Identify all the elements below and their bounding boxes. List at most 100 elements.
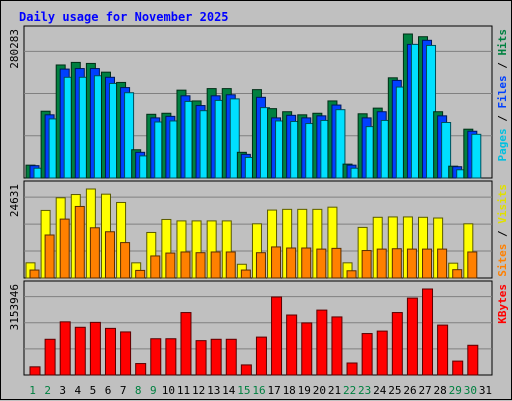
- bar-kbytes-day-3: [59, 321, 71, 376]
- bar-kbytes-day-17: [271, 296, 283, 376]
- bar-sites-day-22: [346, 270, 357, 279]
- x-tick-label-day-17: 17: [267, 384, 280, 397]
- bar-pages-day-28: [441, 122, 452, 179]
- bar-sites-day-15: [240, 269, 251, 279]
- x-tick-label-day-15: 15: [237, 384, 250, 397]
- bar-sites-day-3: [59, 218, 70, 279]
- x-tick-label-day-22: 22: [343, 384, 356, 397]
- x-tick-label-day-12: 12: [192, 384, 205, 397]
- bar-sites-day-1: [29, 269, 40, 279]
- bar-kbytes-day-18: [286, 314, 298, 376]
- bar-kbytes-day-24: [376, 330, 388, 376]
- bar-sites-day-18: [286, 247, 297, 279]
- bar-sites-day-28: [437, 248, 448, 279]
- bar-sites-day-2: [44, 234, 55, 279]
- bar-sites-day-19: [301, 247, 312, 279]
- bar-sites-day-5: [89, 227, 100, 279]
- bar-sites-day-7: [120, 242, 131, 279]
- y-max-label-hits: 280283: [8, 29, 21, 69]
- bar-pages-day-7: [124, 92, 135, 179]
- bar-sites-day-25: [391, 248, 402, 279]
- bar-sites-day-21: [331, 247, 342, 279]
- bar-kbytes-day-1: [29, 366, 41, 376]
- x-tick-label-day-16: 16: [252, 384, 265, 397]
- bar-sites-day-23: [361, 250, 372, 279]
- legend-kbytes: KBytes: [496, 284, 509, 324]
- bar-kbytes-day-19: [301, 322, 313, 376]
- bar-kbytes-day-5: [89, 321, 101, 376]
- x-tick-label-day-6: 6: [105, 384, 112, 397]
- bar-sites-day-10: [165, 252, 176, 279]
- bar-kbytes-day-4: [74, 326, 86, 376]
- legend-visits: Sites / Visits: [496, 184, 509, 277]
- bar-kbytes-day-12: [195, 340, 207, 376]
- bar-sites-day-13: [210, 251, 221, 279]
- bar-kbytes-day-16: [255, 336, 267, 376]
- bar-kbytes-day-14: [225, 338, 237, 376]
- bar-kbytes-day-20: [316, 309, 328, 376]
- x-tick-label-day-20: 20: [313, 384, 326, 397]
- x-tick-label-day-4: 4: [75, 384, 82, 397]
- legend-entry: Files: [496, 75, 509, 108]
- bar-kbytes-day-21: [331, 316, 343, 376]
- bar-kbytes-day-6: [104, 327, 116, 376]
- bar-sites-day-11: [180, 251, 191, 279]
- legend-entry: Visits: [496, 184, 509, 224]
- bar-kbytes-day-9: [150, 338, 162, 376]
- bar-kbytes-day-2: [44, 338, 56, 376]
- bar-sites-day-8: [135, 269, 146, 279]
- legend-entry: /: [496, 109, 509, 129]
- x-tick-label-day-28: 28: [434, 384, 447, 397]
- x-tick-label-day-10: 10: [162, 384, 175, 397]
- bar-sites-day-30: [467, 251, 478, 279]
- x-tick-label-day-9: 9: [150, 384, 157, 397]
- x-tick-label-day-30: 30: [464, 384, 477, 397]
- bar-sites-day-17: [271, 246, 282, 279]
- bar-sites-day-16: [255, 252, 266, 279]
- bar-kbytes-day-10: [165, 338, 177, 376]
- bar-sites-day-4: [74, 205, 85, 279]
- bar-sites-day-24: [376, 248, 387, 279]
- bar-kbytes-day-29: [452, 360, 464, 376]
- x-tick-label-day-29: 29: [449, 384, 462, 397]
- legend-entry: Hits: [496, 29, 509, 56]
- bar-pages-day-21: [335, 109, 346, 179]
- x-tick-label-day-27: 27: [418, 384, 431, 397]
- bar-kbytes-day-25: [391, 312, 403, 376]
- bar-kbytes-day-15: [240, 364, 252, 376]
- x-tick-label-day-23: 23: [358, 384, 371, 397]
- bar-kbytes-day-8: [135, 363, 147, 376]
- legend-entry: /: [496, 56, 509, 76]
- x-tick-label-day-24: 24: [373, 384, 387, 397]
- bar-sites-day-27: [422, 248, 433, 279]
- y-max-label-kbytes: 3153946: [8, 284, 21, 330]
- legend-entry: KBytes: [496, 284, 509, 324]
- x-tick-label-day-31: 31: [479, 384, 492, 397]
- bar-kbytes-day-11: [180, 312, 192, 376]
- x-tick-label-day-19: 19: [298, 384, 311, 397]
- x-tick-label-day-18: 18: [283, 384, 296, 397]
- bar-kbytes-day-28: [437, 324, 449, 376]
- bar-sites-day-26: [406, 248, 417, 279]
- x-tick-label-day-21: 21: [328, 384, 341, 397]
- x-tick-label-day-5: 5: [90, 384, 97, 397]
- bar-sites-day-14: [225, 251, 236, 279]
- legend-entry: Sites: [496, 244, 509, 277]
- bar-sites-day-29: [452, 269, 463, 279]
- x-tick-label-day-2: 2: [44, 384, 51, 397]
- bar-pages-day-30: [471, 133, 482, 179]
- bar-sites-day-20: [316, 248, 327, 279]
- bar-kbytes-day-23: [361, 333, 373, 376]
- y-max-label-visits: 24631: [8, 184, 21, 217]
- legend-entry: Pages: [496, 128, 509, 161]
- bar-sites-day-12: [195, 252, 206, 279]
- x-tick-label-day-11: 11: [177, 384, 190, 397]
- bar-kbytes-day-30: [467, 344, 479, 376]
- x-tick-label-day-25: 25: [388, 384, 401, 397]
- bar-sites-day-6: [104, 231, 115, 279]
- bar-kbytes-day-13: [210, 338, 222, 376]
- bar-kbytes-day-22: [346, 362, 358, 376]
- bar-sites-day-9: [150, 255, 161, 279]
